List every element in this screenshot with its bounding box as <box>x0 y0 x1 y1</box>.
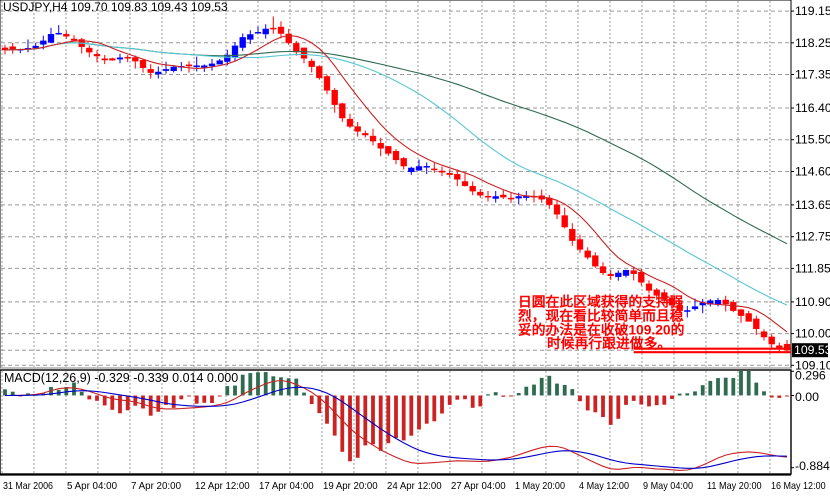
svg-text:16 May 12:00: 16 May 12:00 <box>771 481 826 492</box>
svg-text:27 Apr 04:00: 27 Apr 04:00 <box>451 481 506 492</box>
svg-text:1 May 20:00: 1 May 20:00 <box>515 481 565 492</box>
svg-text:112.75: 112.75 <box>795 230 830 244</box>
svg-text:0.00: 0.00 <box>795 390 819 404</box>
svg-text:118.25: 118.25 <box>795 36 830 50</box>
svg-text:USDJPY,H4 109.70 109.83 109.4: USDJPY,H4 109.70 109.83 109.43 109.53 <box>3 0 228 14</box>
svg-text:113.65: 113.65 <box>795 198 830 212</box>
svg-text:24 Apr 12:00: 24 Apr 12:00 <box>387 481 442 492</box>
svg-text:111.85: 111.85 <box>795 261 830 275</box>
svg-text:9 May 04:00: 9 May 04:00 <box>643 481 693 492</box>
svg-text:烈，现在看比较简单而且稳: 烈，现在看比较简单而且稳 <box>518 307 684 323</box>
svg-text:11 May 20:00: 11 May 20:00 <box>707 481 762 492</box>
svg-text:7 Apr 20:00: 7 Apr 20:00 <box>131 481 181 492</box>
svg-text:日圆在此区域获得的支持强: 日圆在此区域获得的支持强 <box>518 294 684 310</box>
svg-text:109.53: 109.53 <box>794 343 830 357</box>
svg-text:-0.884: -0.884 <box>795 459 830 473</box>
svg-text:110.90: 110.90 <box>795 295 830 309</box>
svg-text:5 Apr 04:00: 5 Apr 04:00 <box>67 481 117 492</box>
svg-text:116.40: 116.40 <box>795 101 830 115</box>
svg-text:31 Mar 2006: 31 Mar 2006 <box>3 481 53 492</box>
svg-text:117.35: 117.35 <box>795 68 830 82</box>
svg-text:114.60: 114.60 <box>795 165 830 179</box>
svg-text:115.50: 115.50 <box>795 133 830 147</box>
svg-text:妥的办法是在收破109.20的: 妥的办法是在收破109.20的 <box>518 321 685 337</box>
svg-text:17 Apr 04:00: 17 Apr 04:00 <box>259 481 314 492</box>
svg-text:110.00: 110.00 <box>795 327 830 341</box>
svg-text:时候再行跟进做多。: 时候再行跟进做多。 <box>547 335 671 351</box>
svg-text:19 Apr 20:00: 19 Apr 20:00 <box>323 481 378 492</box>
svg-text:MACD(12,26,9) -0.329 -0.339 0.: MACD(12,26,9) -0.329 -0.339 0.014 0.000 <box>4 371 238 385</box>
svg-text:119.15: 119.15 <box>795 4 830 18</box>
svg-text:0.296: 0.296 <box>795 368 826 382</box>
svg-text:4 May 12:00: 4 May 12:00 <box>579 481 629 492</box>
svg-text:12 Apr 12:00: 12 Apr 12:00 <box>195 481 250 492</box>
